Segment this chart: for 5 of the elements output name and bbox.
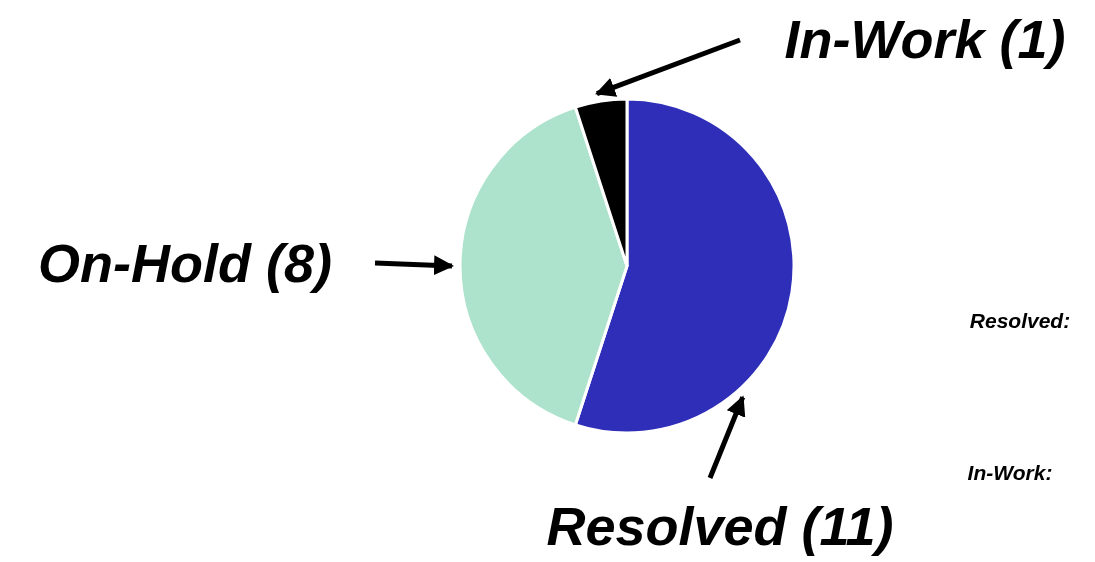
slice-label: In-Work (1): [784, 9, 1066, 69]
slice-label: Resolved (11): [546, 496, 894, 556]
slice-label: On-Hold (8): [38, 233, 332, 293]
text: Resolved:: [969, 309, 1071, 332]
text: In-Work:: [967, 461, 1053, 484]
